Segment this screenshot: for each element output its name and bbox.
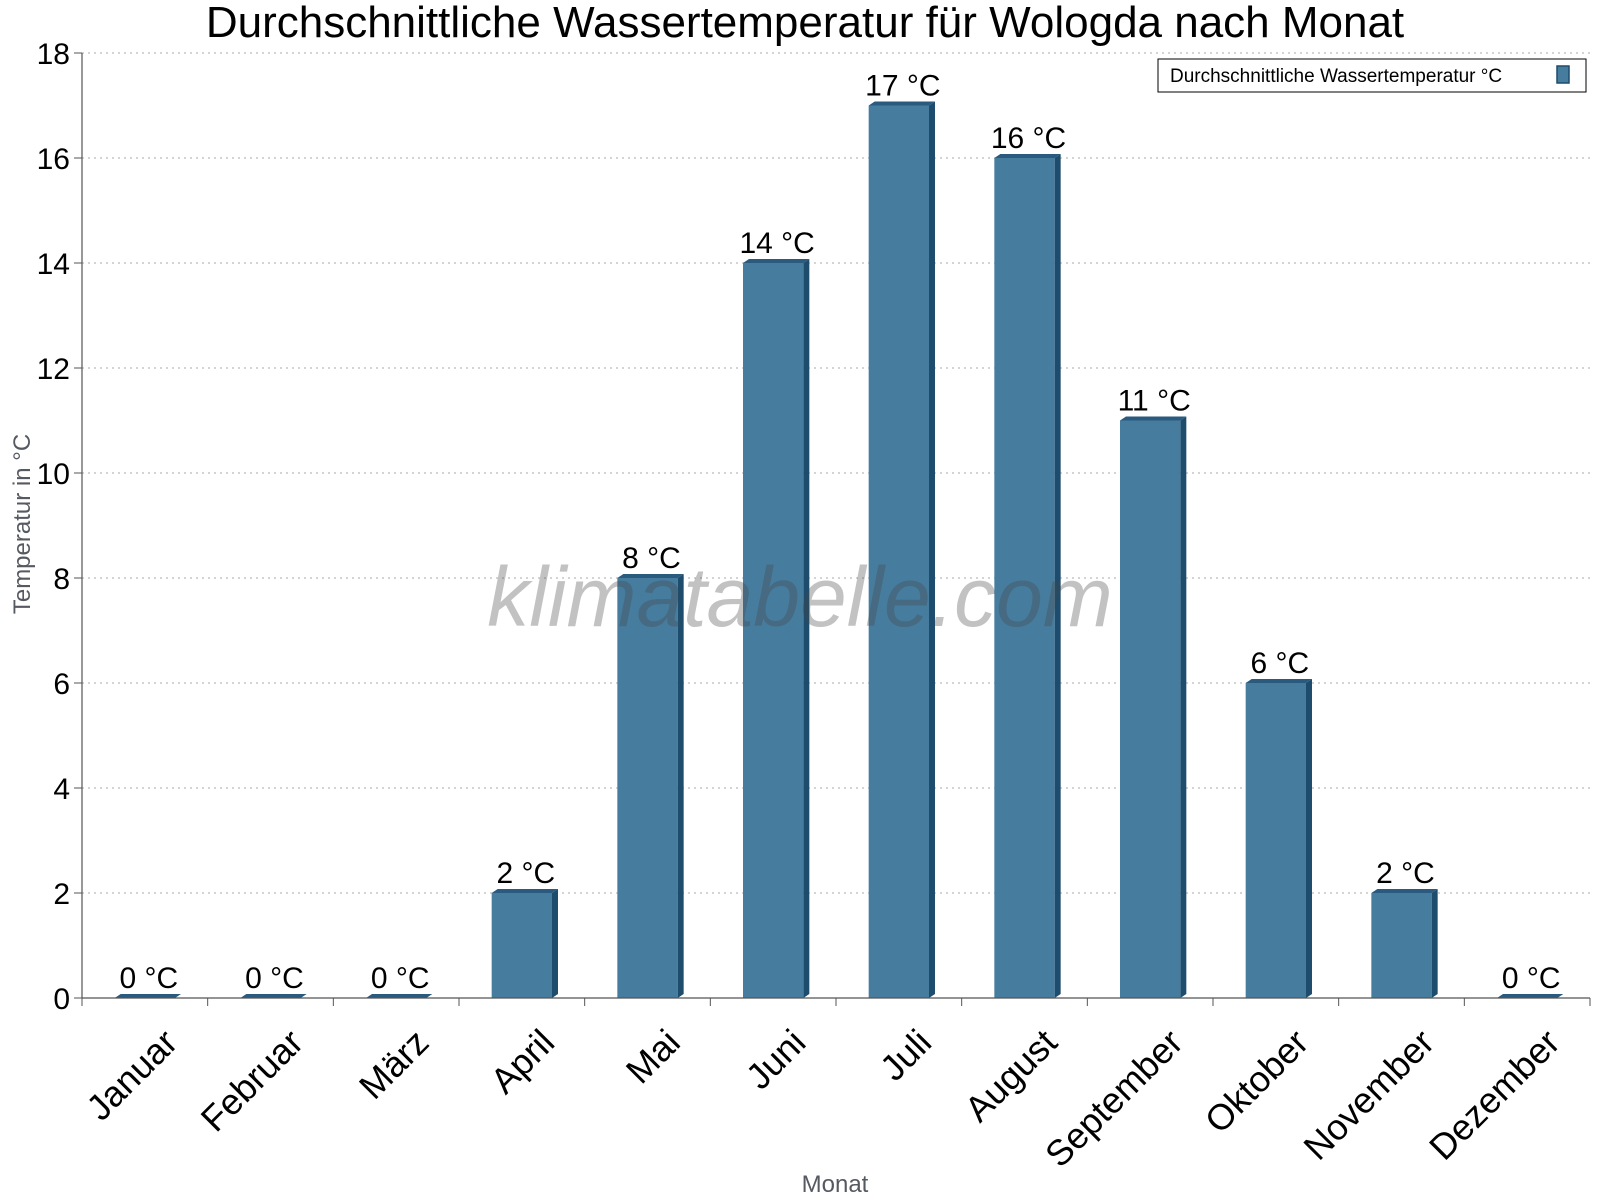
x-tick-label-6: Juni	[738, 1021, 814, 1097]
value-label-4: 2 °C	[496, 857, 555, 890]
x-tick-label-1: Januar	[78, 1021, 185, 1128]
x-tick-label-11: November	[1295, 1021, 1441, 1167]
legend-box	[1157, 58, 1587, 93]
value-label-12: 0 °C	[1502, 962, 1561, 995]
y-tick-label-6: 6	[53, 668, 70, 701]
y-tick-label-10: 10	[37, 458, 70, 491]
value-label-9: 11 °C	[1118, 385, 1191, 418]
legend: Durchschnittliche Wassertemperatur °C	[1157, 58, 1587, 93]
y-tick-label-4: 4	[53, 773, 70, 806]
gridlines	[82, 52, 1590, 894]
value-label-8: 16 °C	[991, 122, 1066, 155]
value-label-6: 14 °C	[739, 227, 814, 260]
x-tick-label-12: Dezember	[1421, 1021, 1567, 1167]
bar-top-1	[114, 994, 181, 998]
bar-top-10	[1245, 679, 1312, 683]
bar-top-6	[743, 259, 810, 263]
value-label-5: 8 °C	[622, 542, 681, 575]
y-axis-title: Temperatur in °C	[9, 434, 36, 614]
axes	[74, 52, 1591, 1006]
bar-top-3	[366, 994, 433, 998]
value-label-11: 2 °C	[1376, 857, 1435, 890]
bar-side-6	[803, 259, 810, 998]
bar-side-11	[1431, 889, 1438, 998]
y-tick-label-8: 8	[53, 563, 70, 596]
bar-4	[491, 893, 552, 998]
y-tick-label-2: 2	[53, 878, 70, 911]
bar-top-5	[617, 574, 684, 578]
value-labels: 0 °C 0 °C 0 °C 2 °C 8 °C 14 °C 17 °C 16 °C 11 °C…	[119, 70, 1560, 996]
bar-side-4	[551, 889, 558, 998]
bar-5	[617, 578, 678, 998]
legend-label: Durchschnittliche Wassertemperatur °C	[1170, 66, 1502, 87]
x-tick-label-10: Oktober	[1197, 1021, 1317, 1141]
value-label-3: 0 °C	[371, 962, 430, 995]
value-label-2: 0 °C	[245, 962, 304, 995]
y-tick-label-12: 12	[37, 353, 70, 386]
x-tick-label-4: April	[482, 1021, 562, 1101]
y-tick-label-0: 0	[53, 983, 70, 1016]
x-tick-label-7: Juli	[872, 1021, 939, 1088]
x-tick-labels: Januar Februar März April Mai Juni Juli AugustS…	[78, 1021, 1567, 1175]
bar-10	[1245, 683, 1306, 998]
y-tick-label-16: 16	[37, 143, 70, 176]
bars	[114, 101, 1564, 998]
x-axis-title: Monat	[802, 1171, 869, 1198]
bar-side-5	[677, 574, 684, 998]
bar-side-9	[1180, 416, 1187, 998]
bar-top-2	[240, 994, 307, 998]
bar-top-11	[1371, 889, 1438, 893]
value-label-7: 17 °C	[865, 70, 940, 103]
chart-title: Durchschnittliche Wassertemperatur für W…	[206, 0, 1404, 47]
bar-side-8	[1054, 154, 1061, 998]
y-tick-label-14: 14	[37, 248, 70, 281]
bar-8	[994, 158, 1055, 998]
bar-9	[1120, 420, 1181, 998]
bar-6	[743, 263, 804, 998]
bar-top-4	[491, 889, 558, 893]
legend-swatch	[1556, 65, 1570, 84]
x-tick-label-8: August	[957, 1021, 1065, 1129]
value-label-1: 0 °C	[119, 962, 178, 995]
y-tick-label-18: 18	[37, 38, 70, 71]
y-tick-labels: 0 2 4 6 8 10 12 14 16 18	[37, 38, 70, 1016]
x-tick-label-2: Februar	[193, 1021, 311, 1139]
value-label-10: 6 °C	[1250, 647, 1309, 680]
bar-side-7	[928, 101, 935, 998]
bar-top-8	[994, 154, 1061, 158]
bar-top-9	[1120, 416, 1187, 421]
bar-7	[868, 105, 929, 998]
bar-side-10	[1305, 679, 1312, 998]
x-tick-label-5: Mai	[618, 1021, 688, 1091]
watermark: klimatabelle.com	[487, 550, 1113, 644]
x-tick-label-9: September	[1037, 1021, 1191, 1175]
bar-top-12	[1497, 994, 1564, 998]
bar-top-7	[868, 101, 935, 106]
bar-11	[1371, 893, 1432, 998]
x-tick-label-3: März	[351, 1021, 437, 1107]
